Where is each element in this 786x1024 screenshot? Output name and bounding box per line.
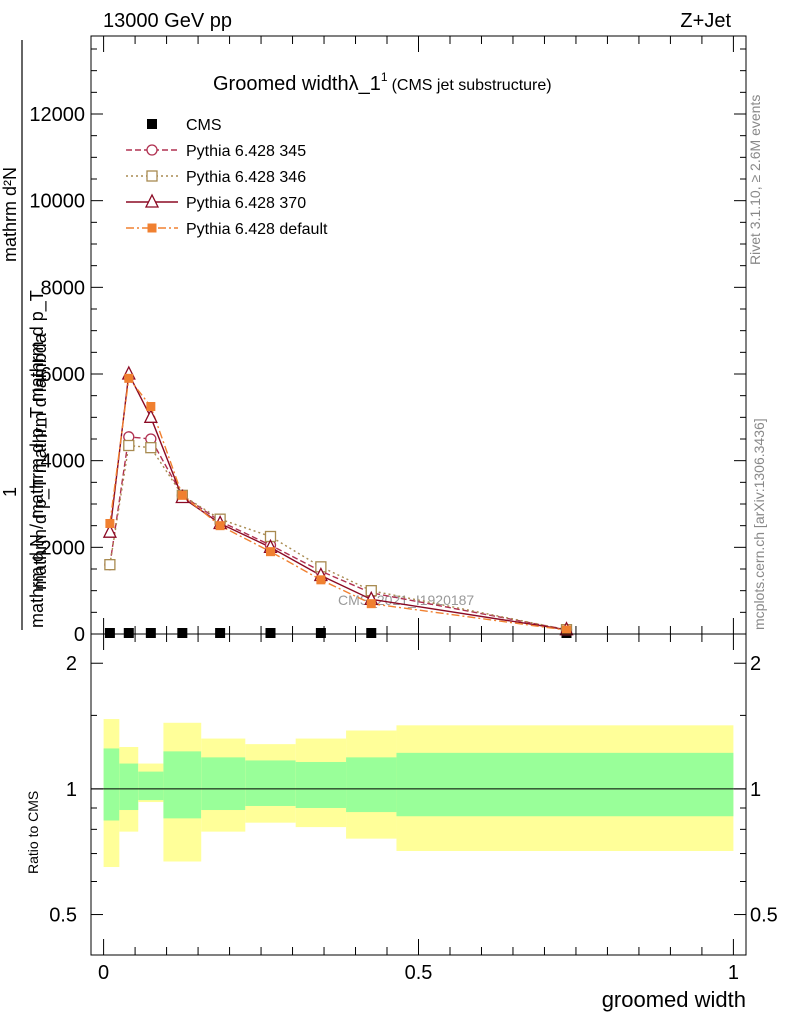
data-point [177,628,188,638]
ratio-inner-band-bin [201,757,246,811]
y-label-denominator: mathrm d p_T mathrm d lambda [30,332,51,590]
data-point [104,559,116,571]
ratio-y-tick-label-right: 1 [750,779,761,801]
y-tick-label: 8000 [41,277,86,299]
data-point [146,402,156,411]
data-point [102,523,117,538]
data-point [177,490,187,500]
data-point [366,599,376,609]
ratio-y-tick-label-right: 0.5 [750,905,778,927]
ratio-y-tick-label: 2 [66,653,77,675]
data-point [124,373,134,383]
y-label-prefix-den: mathrm d N / mathrm d p_T mathrm d p_T [27,290,48,628]
ratio-y-tick-label: 1 [66,779,77,801]
chart-title: Groomed widthλ_11 (CMS jet substructure) [213,70,552,95]
ratio-y-axis-label: Ratio to CMS [25,791,41,874]
legend: CMS Pythia 6.428 345 Pythia 6.428 346 Pythi… [126,117,328,238]
data-point [265,628,276,638]
ratio-inner-band-bin [346,757,397,813]
legend-marker [146,170,158,182]
chart-title-sup: 1 [381,70,388,84]
chart-title-sub: (CMS jet substructure) [392,77,552,94]
ratio-inner-band-bin [119,763,139,811]
y-tick-label: 4000 [41,451,86,473]
y-label-numerator: mathrm d²N [0,167,20,262]
rivet-version-text: Rivet 3.1.10, ≥ 2.6M events [747,95,763,265]
main-y-axis-label: mathrm d²N mathrm d p_T mathrm d lambda … [0,40,51,630]
data-point [145,628,156,638]
legend-label: CMS [186,117,222,134]
mcplots-text: mcplots.cern.ch [arXiv:1306.3436] [751,418,767,630]
ratio-plot-frame: 0.5 0.5 1 1 2 2 0 0.5 1 [49,633,778,984]
data-point [265,547,275,557]
y-tick-label: 10000 [29,191,85,213]
legend-label: Pythia 6.428 default [186,221,328,238]
ratio-inner-band-bin [245,760,296,806]
data-point [123,439,135,452]
data-point [366,628,377,638]
legend-marker [146,144,158,156]
ratio-y-tick-label-right: 2 [750,653,761,675]
legend-label: Pythia 6.428 370 [186,195,306,212]
chart-title-main: Groomed widthλ_1 [213,73,381,95]
y-tick-label: 6000 [41,364,86,386]
data-point [316,575,326,585]
ratio-inner-band-bin [295,761,347,808]
header-right-text: Z+Jet [680,10,731,32]
x-tick-label: 0 [98,962,109,984]
header-left-text: 13000 GeV pp [103,10,232,32]
legend-marker [147,223,157,233]
x-tick-label: 0.5 [405,962,433,984]
ratio-inner-band-bin [163,751,202,819]
y-tick-label: 2000 [41,537,86,559]
data-point [145,442,157,454]
legend-label: Pythia 6.428 345 [186,143,306,160]
ratio-inner-band-bin [138,771,164,801]
legend-marker [144,193,160,208]
data-point [562,625,572,635]
legend-marker [147,119,157,129]
main-plot-frame: 0 2000 4000 6000 8000 10000 12000 [29,35,747,646]
data-point [215,521,225,531]
legend-label: Pythia 6.428 346 [186,169,306,186]
y-tick-label: 12000 [29,104,85,126]
x-tick-label: 1 [728,962,739,984]
ratio-inner-band-bin [103,748,120,821]
data-point [123,628,134,638]
y-label-prefix: 1 [0,487,20,497]
data-point [105,519,115,528]
y-tick-label: 0 [74,624,85,646]
ratio-y-tick-label: 0.5 [49,905,77,927]
data-point [143,408,158,423]
data-point [315,628,326,638]
data-point [104,628,115,638]
data-point [215,628,226,638]
ratio-inner-band-bin [396,752,734,817]
x-axis-label: groomed width [602,987,746,1012]
